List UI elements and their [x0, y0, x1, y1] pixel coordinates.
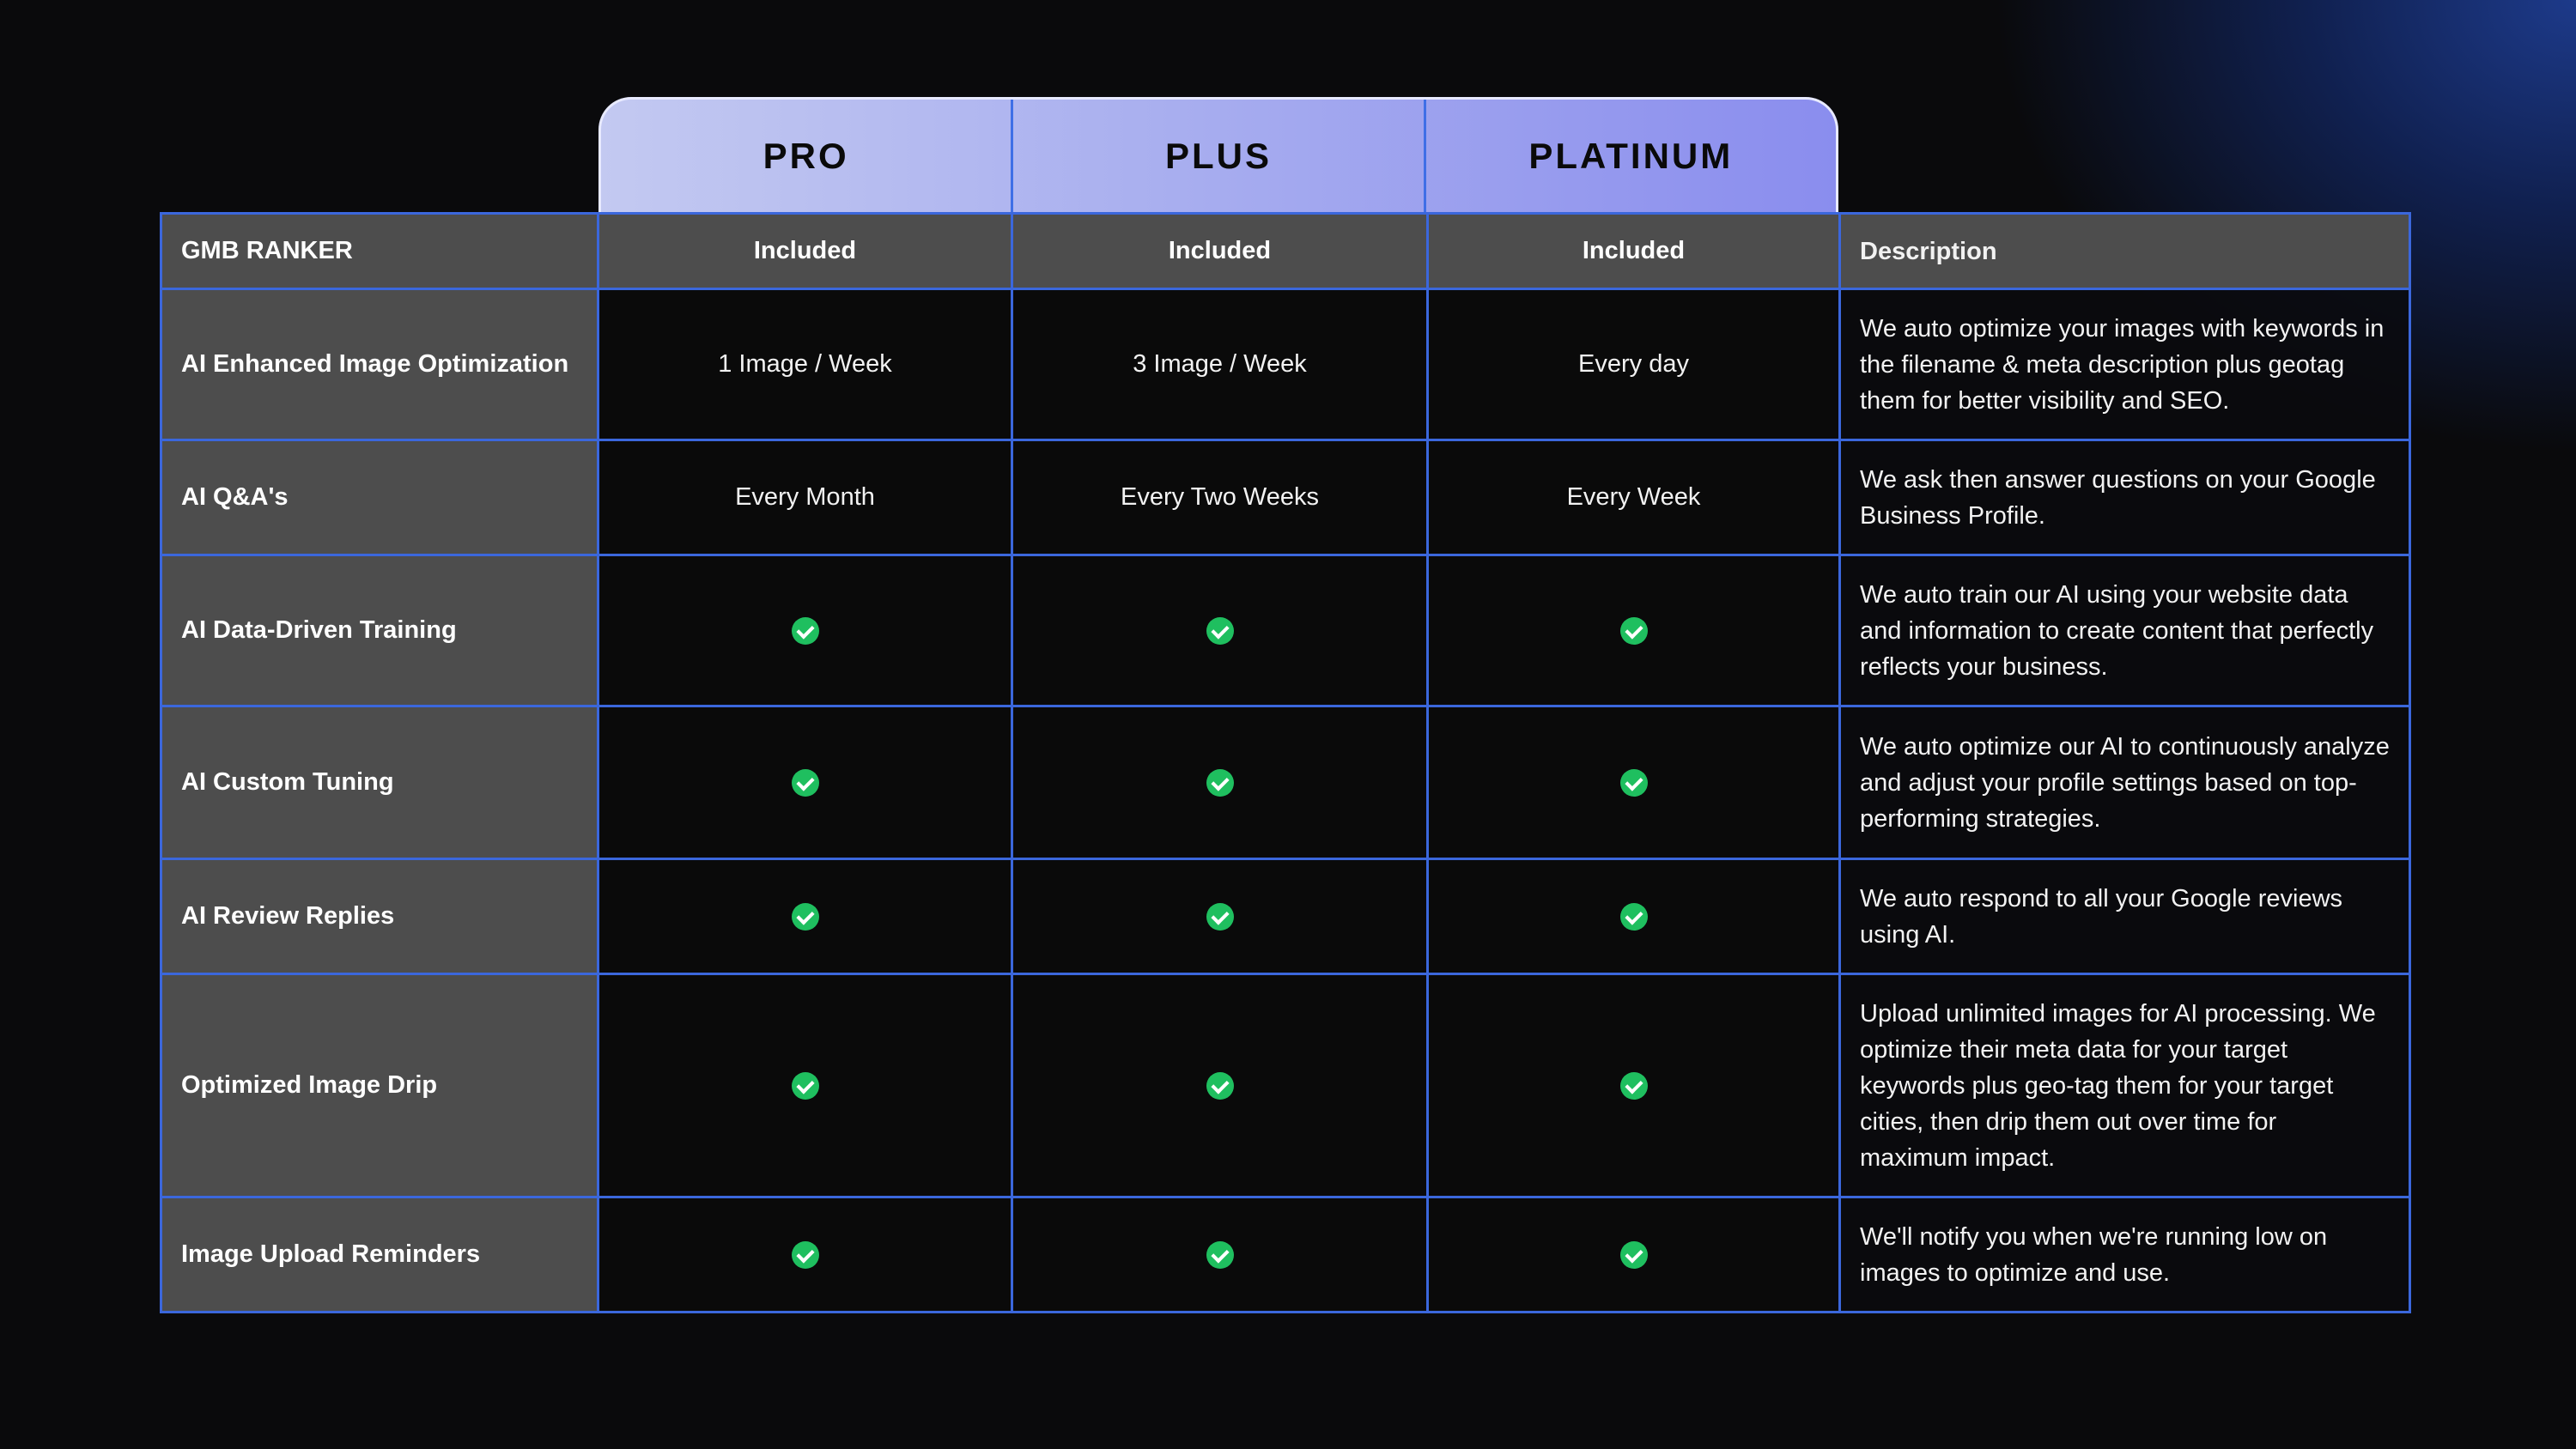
- feature-description: We auto optimize your images with keywor…: [1838, 288, 2411, 441]
- check-circle-icon: [1206, 617, 1234, 646]
- table-row: AI Q&A's Every Month Every Two Weeks Every …: [160, 439, 2411, 556]
- check-circle-icon: [1619, 903, 1648, 931]
- feature-description: Upload unlimited images for AI processin…: [1838, 973, 2411, 1198]
- tier-value: [1426, 973, 1841, 1198]
- feature-description: We auto respond to all your Google revie…: [1838, 858, 2411, 975]
- table-row: AI Enhanced Image Optimization 1 Image / …: [160, 288, 2411, 441]
- tier-value: [1426, 705, 1841, 860]
- feature-label: AI Review Replies: [160, 858, 599, 975]
- header-included: Included: [1426, 212, 1841, 290]
- tier-value: [1011, 554, 1429, 707]
- tier-value: Every Week: [1426, 439, 1841, 556]
- tier-value: Every day: [1426, 288, 1841, 441]
- tier-value: [1426, 858, 1841, 975]
- header-label: GMB RANKER: [160, 212, 599, 290]
- feature-description: We'll notify you when we're running low …: [1838, 1196, 2411, 1313]
- check-circle-icon: [1619, 1241, 1648, 1270]
- check-circle-icon: [791, 903, 819, 931]
- tier-value: [597, 973, 1013, 1198]
- tier-value: [1426, 554, 1841, 707]
- check-circle-icon: [791, 1072, 819, 1100]
- tier-value: [1011, 705, 1429, 860]
- tier-platinum: PLATINUM: [1528, 135, 1734, 176]
- table-row: Optimized Image Drip Upload unlimited ima…: [160, 973, 2411, 1198]
- feature-label: Optimized Image Drip: [160, 973, 599, 1198]
- table-row: AI Data-Driven Training We auto train our…: [160, 554, 2411, 707]
- tier-pro: PRO: [601, 100, 1014, 212]
- check-circle-icon: [791, 769, 819, 797]
- feature-label: AI Enhanced Image Optimization: [160, 288, 599, 441]
- check-circle-icon: [1206, 1241, 1234, 1270]
- tier-value: [1011, 858, 1429, 975]
- header-description: Description: [1838, 212, 2411, 290]
- check-circle-icon: [1206, 903, 1234, 931]
- tier-value: 1 Image / Week: [597, 288, 1013, 441]
- table-row: AI Review Replies We auto respond to all …: [160, 858, 2411, 975]
- header-included: Included: [597, 212, 1013, 290]
- tier-value: Every Two Weeks: [1011, 439, 1429, 556]
- check-circle-icon: [1206, 1072, 1234, 1100]
- tier-value: [597, 858, 1013, 975]
- check-circle-icon: [1619, 1072, 1648, 1100]
- feature-label: AI Custom Tuning: [160, 705, 599, 860]
- feature-label: AI Data-Driven Training: [160, 554, 599, 707]
- tier-value: Every Month: [597, 439, 1013, 556]
- tier-value: [597, 554, 1013, 707]
- feature-label: Image Upload Reminders: [160, 1196, 599, 1313]
- tier-plus: PLUS: [1013, 100, 1426, 212]
- feature-label: AI Q&A's: [160, 439, 599, 556]
- tier-value: [1011, 1196, 1429, 1313]
- header-row: GMB RANKER Included Included Included De…: [160, 212, 2411, 290]
- feature-description: We auto optimize our AI to continuously …: [1838, 705, 2411, 860]
- check-circle-icon: [1619, 617, 1648, 646]
- tier-value: [597, 1196, 1013, 1313]
- check-circle-icon: [1206, 769, 1234, 797]
- tier-value: [597, 705, 1013, 860]
- tier-value: [1426, 1196, 1841, 1313]
- check-circle-icon: [791, 617, 819, 646]
- feature-description: We auto train our AI using your website …: [1838, 554, 2411, 707]
- table-row: Image Upload Reminders We'll notify you w…: [160, 1196, 2411, 1313]
- tier-tabs: PRO PLUS PLATINUM: [598, 97, 1838, 212]
- feature-description: We ask then answer questions on your Goo…: [1838, 439, 2411, 556]
- comparison-table: GMB RANKER Included Included Included De…: [160, 212, 2411, 1313]
- tier-value: [1011, 973, 1429, 1198]
- check-circle-icon: [791, 1241, 819, 1270]
- tier-value: 3 Image / Week: [1011, 288, 1429, 441]
- header-included: Included: [1011, 212, 1429, 290]
- check-circle-icon: [1619, 769, 1648, 797]
- table-row: AI Custom Tuning We auto optimize our AI …: [160, 705, 2411, 860]
